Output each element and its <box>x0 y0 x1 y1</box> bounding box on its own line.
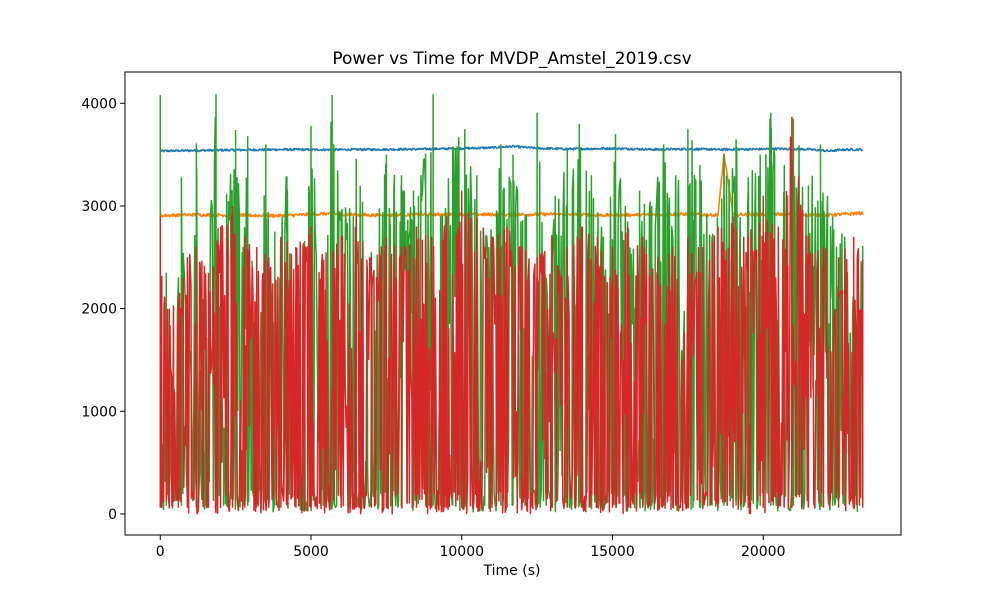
series-line-4 <box>159 116 864 515</box>
x-tick-label: 0 <box>156 544 165 560</box>
y-tick-label: 2000 <box>81 302 117 318</box>
y-axis: 0 1000 2000 3000 4000 <box>81 96 125 523</box>
series-line-1 <box>159 144 864 153</box>
axes-frame <box>124 71 902 536</box>
plot-area <box>124 71 902 536</box>
x-tick-label: 5000 <box>293 544 329 560</box>
x-tick-label: 20000 <box>741 544 786 560</box>
x-axis-label: Time (s) <box>483 563 541 579</box>
x-tick-label: 10000 <box>439 544 484 560</box>
y-tick-label: 1000 <box>81 404 117 420</box>
chart-title: Power vs Time for MVDP_Amstel_2019.csv <box>332 49 691 69</box>
series-layer <box>159 94 864 515</box>
x-axis: 0 5000 10000 15000 20000 <box>156 535 786 560</box>
y-tick-label: 0 <box>108 507 117 523</box>
y-tick-label: 3000 <box>81 199 117 215</box>
y-tick-label: 4000 <box>81 96 117 112</box>
x-tick-label: 15000 <box>590 544 635 560</box>
